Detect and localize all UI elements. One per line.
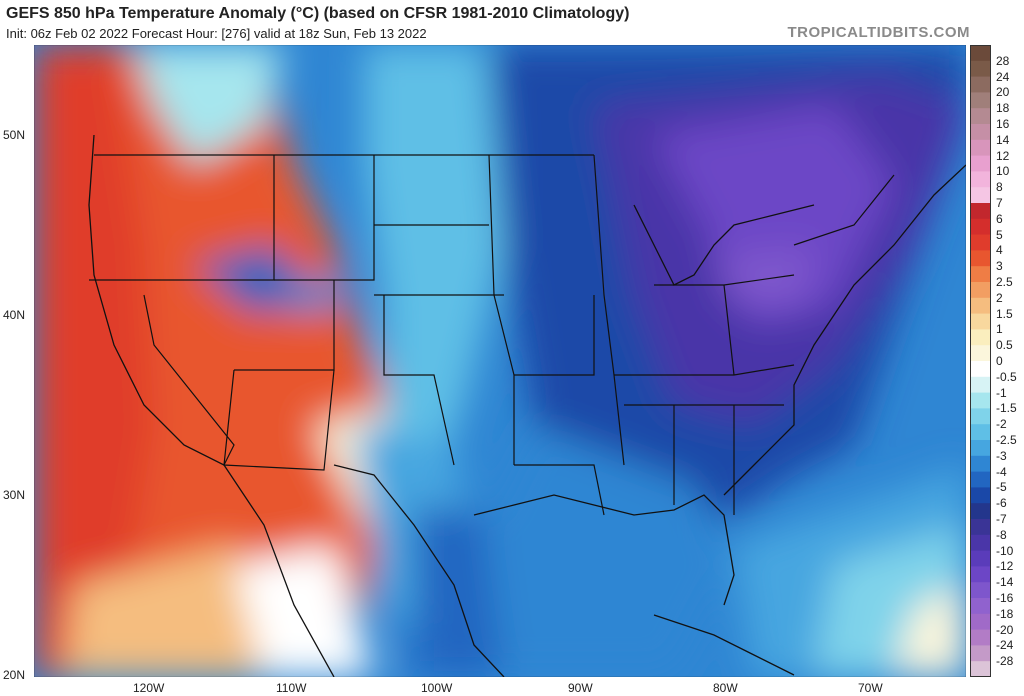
colorbar-tick-label: 1	[996, 322, 1003, 337]
colorbar-tick-label: 4	[996, 243, 1003, 258]
colorbar-tick-label: 8	[996, 180, 1003, 195]
colorbar-segment	[970, 139, 991, 157]
colorbar-tick-label: 10	[996, 164, 1010, 179]
colorbar-segment	[970, 218, 991, 236]
colorbar-tick-label: -6	[996, 496, 1007, 511]
colorbar-segment	[970, 45, 991, 62]
colorbar-tick-label: 7	[996, 196, 1003, 210]
colorbar-segment	[970, 361, 991, 378]
colorbar-segment	[970, 60, 991, 78]
brand-logo-text: TROPICALTIDBITS.COM	[787, 24, 970, 41]
lat-tick-label: 30N	[3, 488, 26, 502]
colorbar-segment	[970, 76, 991, 93]
colorbar-tick-label: 14	[996, 132, 1010, 147]
colorbar	[970, 45, 991, 677]
colorbar-tick-label: -24	[996, 638, 1014, 653]
lat-tick-label: 40N	[3, 308, 26, 322]
colorbar-segment	[970, 313, 991, 330]
colorbar-segment	[970, 376, 991, 394]
colorbar-segment	[970, 345, 991, 362]
colorbar-tick-label: -14	[996, 575, 1014, 590]
colorbar-segment	[970, 124, 991, 141]
colorbar-tick-label: -0.5	[996, 369, 1017, 384]
colorbar-tick-label: -18	[996, 606, 1014, 621]
colorbar-tick-label: 1.5	[996, 306, 1013, 321]
colorbar-segment	[970, 171, 991, 188]
colorbar-tick-label: 2	[996, 290, 1003, 305]
colorbar-segment	[970, 455, 991, 473]
colorbar-segment	[970, 234, 991, 251]
colorbar-segment	[970, 92, 991, 109]
colorbar-tick-label: 28	[996, 53, 1010, 68]
lat-tick-label: 50N	[3, 128, 26, 142]
colorbar-segment	[970, 582, 991, 599]
colorbar-tick-label: -20	[996, 622, 1014, 637]
colorbar-segment	[970, 487, 991, 504]
lon-tick-label: 110W	[276, 681, 307, 695]
colorbar-tick-label: -8	[996, 527, 1007, 542]
colorbar-tick-label: -5	[996, 480, 1007, 495]
colorbar-tick-label: -28	[996, 654, 1014, 669]
map-subtitle: Init: 06z Feb 02 2022 Forecast Hour: [27…	[6, 26, 427, 41]
colorbar-tick-label: 0	[996, 354, 1003, 368]
colorbar-tick-label: 0.5	[996, 338, 1013, 353]
colorbar-segment	[970, 250, 991, 267]
colorbar-tick-label: 12	[996, 148, 1010, 163]
lon-tick-label: 90W	[568, 681, 593, 695]
lon-tick-label: 100W	[421, 681, 453, 695]
colorbar-tick-label: 16	[996, 117, 1010, 131]
colorbar-tick-label: -2	[996, 417, 1007, 432]
colorbar-segment	[970, 297, 991, 315]
colorbar-segment	[970, 503, 991, 520]
colorbar-tick-label: 2.5	[996, 275, 1013, 289]
colorbar-segment	[970, 661, 991, 677]
colorbar-tick-label: 5	[996, 227, 1003, 242]
colorbar-segment	[970, 187, 991, 204]
colorbar-segment	[970, 519, 991, 536]
colorbar-tick-label: -3	[996, 448, 1007, 463]
colorbar-segment	[970, 440, 991, 457]
colorbar-tick-label: -2.5	[996, 433, 1017, 447]
colorbar-segment	[970, 329, 991, 346]
lon-tick-label: 70W	[858, 681, 883, 695]
lat-tick-label: 20N	[3, 668, 26, 682]
temperature-anomaly-map	[34, 45, 966, 677]
colorbar-tick-label: -4	[996, 464, 1007, 479]
colorbar-segment	[970, 566, 991, 583]
colorbar-tick-label: 20	[996, 85, 1010, 100]
anomaly-field	[34, 45, 966, 677]
colorbar-segment	[970, 392, 991, 409]
colorbar-border	[970, 45, 991, 677]
colorbar-tick-label: -1.5	[996, 401, 1017, 416]
colorbar-segment	[970, 645, 991, 662]
colorbar-tick-label: 24	[996, 69, 1010, 84]
colorbar-segment	[970, 282, 991, 299]
colorbar-segment	[970, 408, 991, 425]
colorbar-segment	[970, 550, 991, 567]
colorbar-segment	[970, 266, 991, 283]
colorbar-segment	[970, 424, 991, 441]
colorbar-tick-label: 18	[996, 101, 1010, 116]
colorbar-tick-label: -1	[996, 385, 1007, 400]
colorbar-segment	[970, 471, 991, 488]
map-title: GEFS 850 hPa Temperature Anomaly (°C) (b…	[6, 5, 630, 22]
coastlines	[88, 134, 966, 677]
colorbar-tick-label: 3	[996, 259, 1003, 274]
colorbar-tick-label: -7	[996, 512, 1007, 526]
colorbar-tick-label: -12	[996, 559, 1014, 574]
colorbar-segment	[970, 613, 991, 631]
colorbar-segment	[970, 203, 991, 220]
colorbar-tick-label: -16	[996, 591, 1014, 605]
colorbar-segment	[970, 598, 991, 615]
colorbar-tick-label: -10	[996, 543, 1014, 558]
colorbar-segment	[970, 629, 991, 646]
political-boundaries	[89, 154, 895, 516]
colorbar-segment	[970, 534, 991, 552]
colorbar-segment	[970, 155, 991, 172]
colorbar-segment	[970, 108, 991, 125]
colorbar-tick-label: 6	[996, 211, 1003, 226]
lon-tick-label: 80W	[713, 681, 738, 695]
lon-tick-label: 120W	[133, 681, 165, 695]
